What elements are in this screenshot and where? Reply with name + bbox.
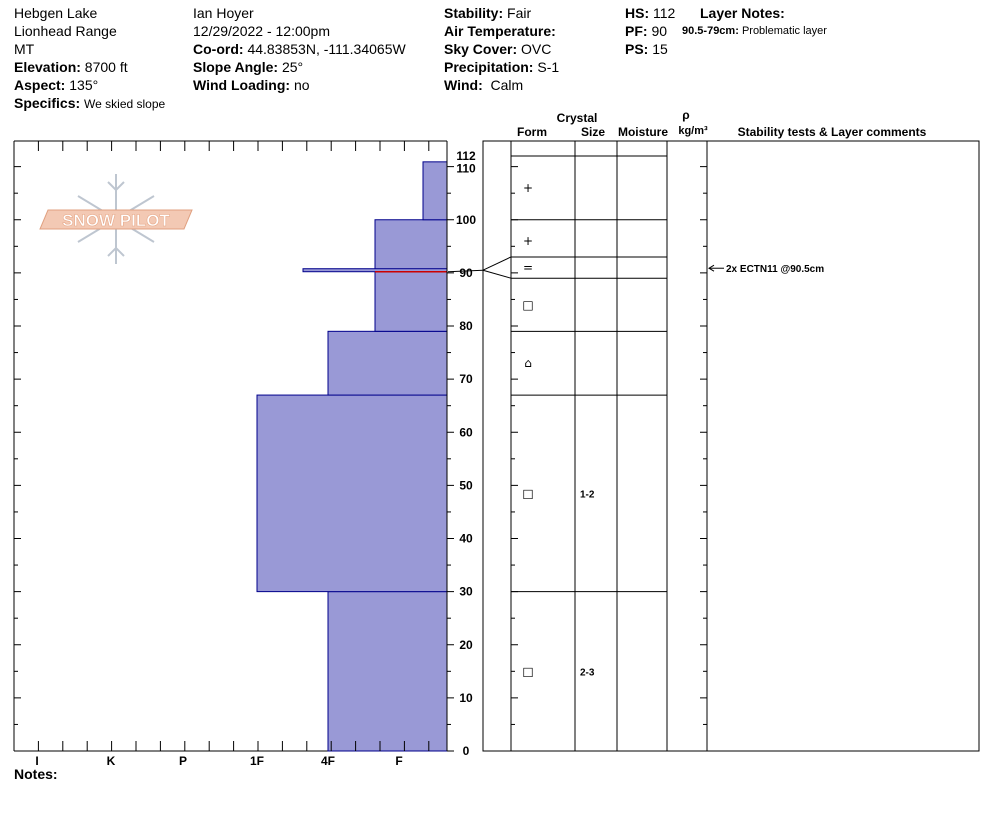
crystal-form-symbol: □ <box>522 298 533 312</box>
ps: PS: 15 <box>625 41 668 57</box>
boundary-connector <box>482 269 512 279</box>
range: Lionhead Range <box>14 23 117 39</box>
hardness-layer-bar <box>422 161 448 221</box>
precipitation: Precipitation: S-1 <box>444 59 560 75</box>
hardness-tick-label: 1F <box>250 754 264 768</box>
hardness-layers <box>256 141 448 752</box>
crystal-size-label: 2-3 <box>580 667 595 678</box>
layer-table: + + = □ ⌂ □ 1-2 □ 2-3 2x ECTN11 @90.5cm <box>447 155 824 678</box>
density-symbol: ρ <box>682 108 689 122</box>
notes-label: Notes: <box>14 766 58 782</box>
height-tick-label: 70 <box>459 372 473 386</box>
boundary-connector <box>447 269 484 273</box>
height-tick-label: 100 <box>456 213 476 227</box>
hardness-layer-bar <box>256 394 448 593</box>
crystal-form-symbol: ⌂ <box>524 356 532 370</box>
sky-cover: Sky Cover: OVC <box>444 41 552 57</box>
air-temperature: Air Temperature: <box>444 23 556 39</box>
height-tick-label: 20 <box>459 638 473 652</box>
hardness-tick-label: K <box>107 754 116 768</box>
height-tick-label: 90 <box>459 266 473 280</box>
specifics: Specifics: We skied slope <box>14 95 166 111</box>
layer-table-frame <box>482 140 980 752</box>
elevation: Elevation: 8700 ft <box>14 59 128 75</box>
hardness-tick-label: 4F <box>321 754 335 768</box>
crystal-form-symbol: = <box>523 261 533 275</box>
layer-notes-label: Layer Notes: <box>700 5 785 21</box>
crystal-form-symbol: □ <box>522 664 533 678</box>
wind: Wind: Calm <box>444 77 524 93</box>
size-header: Size <box>581 125 605 139</box>
hardness-tick-label: F <box>395 754 402 768</box>
snow-profile-chart: SNOW PILOT 0102030405060708090100110112 … <box>13 108 980 768</box>
snowpilot-logo-text: SNOW PILOT <box>39 209 193 230</box>
height-tick-label: 60 <box>459 425 473 439</box>
hardness-layer-bar <box>327 330 448 396</box>
stability-test-label: 2x ECTN11 @90.5cm <box>726 264 824 275</box>
hardness-tick-label: P <box>179 754 187 768</box>
datetime: 12/29/2022 - 12:00pm <box>193 23 330 39</box>
height-tick-label: 110 <box>456 162 476 176</box>
height-tick-label: 50 <box>459 478 473 492</box>
wind-loading: Wind Loading: no <box>193 77 310 93</box>
pf: PF: 90 <box>625 23 668 39</box>
test-arrowhead <box>708 264 715 272</box>
hardness-layer-bar <box>327 591 448 752</box>
hardness-axis: I K P 1F 4F F <box>35 754 402 768</box>
crystal-header: Crystal <box>557 111 598 125</box>
height-tick-label: 80 <box>459 319 473 333</box>
layer-note: 90.5-79cm: Problematic layer <box>682 25 827 37</box>
form-header: Form <box>517 125 547 139</box>
coordinates: Co-ord: 44.83853N, -111.34065W <box>193 41 406 57</box>
hs: HS: 112 <box>625 5 676 21</box>
comments-header: Stability tests & Layer comments <box>738 125 927 139</box>
stability: Stability: Fair <box>444 5 532 21</box>
location: Hebgen Lake <box>14 5 98 21</box>
density-unit: kg/m³ <box>678 125 708 137</box>
observer: Ian Hoyer <box>193 5 254 21</box>
state: MT <box>14 41 35 57</box>
boundary-connector <box>482 256 512 271</box>
height-tick-label: 0 <box>463 744 470 758</box>
slope-angle: Slope Angle: 25° <box>193 59 304 75</box>
crystal-form-symbol: □ <box>522 486 533 500</box>
height-tick-label: 40 <box>459 532 473 546</box>
moisture-header: Moisture <box>618 125 668 139</box>
crystal-form-symbol: + <box>523 181 533 195</box>
hardness-layer-bar <box>374 219 448 332</box>
svg-text:SNOW PILOT: SNOW PILOT <box>62 211 170 230</box>
hardness-tick-label: I <box>35 754 38 768</box>
height-tick-label: 30 <box>459 585 473 599</box>
height-tick-label: 10 <box>459 691 473 705</box>
axis-ticks <box>13 141 707 752</box>
crystal-form-symbol: + <box>523 234 533 248</box>
aspect: Aspect: 135° <box>14 77 99 93</box>
crystal-size-label: 1-2 <box>580 489 595 500</box>
height-tick-label: 112 <box>456 149 476 163</box>
